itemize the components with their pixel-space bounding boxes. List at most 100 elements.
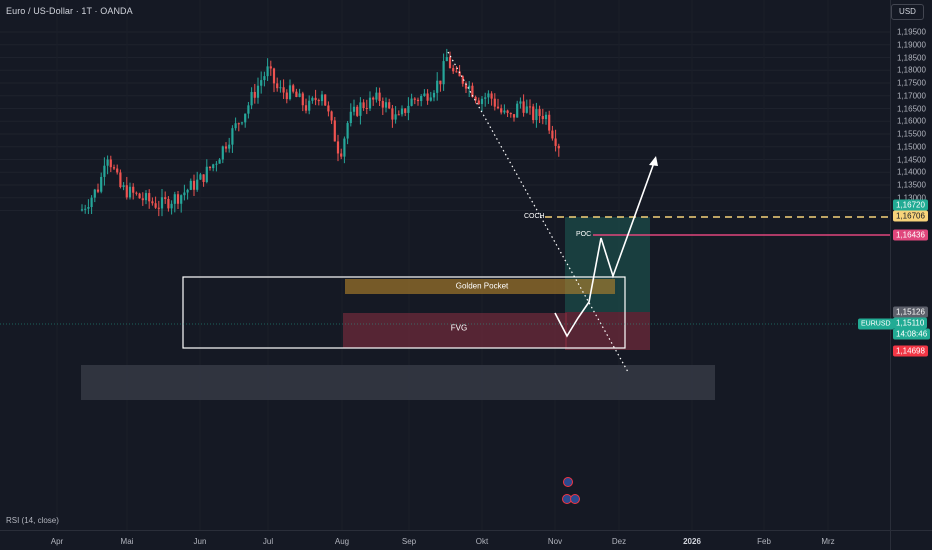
candle-body — [298, 93, 301, 97]
price-tick-label: 1,18500 — [897, 53, 926, 62]
candle-body — [484, 97, 487, 99]
candle-body — [346, 123, 349, 139]
candle-body — [311, 97, 314, 101]
candle-body — [359, 102, 362, 116]
candle-body — [442, 61, 445, 85]
flag-icon-secondary[interactable] — [570, 494, 580, 504]
candle-body — [525, 106, 528, 113]
candle-body — [538, 109, 541, 116]
candle-body — [173, 194, 176, 204]
candle-body — [375, 92, 378, 100]
candle-body — [541, 115, 544, 120]
time-tick-label: Apr — [50, 537, 64, 546]
candle-body — [458, 71, 461, 77]
time-tick-label: Jun — [193, 537, 207, 546]
price-tag-last-a: 1,15126 — [893, 306, 928, 318]
candle-body — [528, 106, 532, 108]
candle-body — [388, 102, 391, 109]
candle-body — [247, 105, 250, 114]
candle-body — [240, 122, 244, 124]
candle-body — [106, 159, 109, 166]
time-tick-label: Mai — [120, 537, 134, 546]
candle-body — [352, 106, 356, 112]
candle-body — [196, 179, 199, 190]
candle-body — [397, 114, 400, 116]
candle-body — [551, 130, 554, 139]
candle-body — [189, 180, 192, 190]
candle-body — [506, 110, 509, 113]
candle-body — [436, 80, 439, 93]
candle-body — [532, 106, 535, 121]
candle-body — [416, 99, 420, 102]
golden-pocket-zone — [345, 279, 615, 294]
symbol-title[interactable]: Euro / US-Dollar · 1T · OANDA — [6, 6, 133, 16]
candle-body — [215, 163, 218, 165]
price-tick-label: 1,13500 — [897, 180, 926, 190]
price-tick-label: 1,14500 — [897, 155, 926, 164]
currency-button[interactable]: USD — [891, 4, 924, 20]
candle-body — [148, 193, 151, 202]
time-tick-label: Sep — [401, 537, 417, 546]
candle-body — [154, 203, 157, 208]
candle-body — [112, 167, 116, 169]
candle-body — [237, 123, 240, 125]
price-tag-target-high: 1,16720 — [893, 199, 928, 211]
candle-body — [109, 159, 112, 168]
range-box — [182, 276, 626, 349]
time-tick-label: Nov — [547, 537, 563, 546]
candle-body — [192, 180, 196, 190]
candle-body — [256, 85, 260, 98]
candle-body — [429, 97, 432, 101]
candle-body — [464, 83, 468, 89]
candle-body — [340, 153, 343, 157]
candle-body — [285, 92, 288, 100]
price-tag-poc: 1,16436 — [893, 229, 928, 241]
event-icon[interactable] — [563, 477, 573, 487]
candle-body — [535, 109, 538, 121]
poc-label: POC — [576, 231, 592, 238]
time-tick-label: Aug — [334, 537, 350, 546]
candle-body — [477, 100, 480, 105]
rsi-indicator-label[interactable]: RSI (14, close) — [6, 516, 59, 525]
candle-body — [519, 101, 522, 104]
candle-body — [244, 113, 247, 123]
candle-body — [266, 66, 269, 77]
price-tag-dashed-level: 1,16706 — [893, 210, 928, 222]
candle-body — [480, 98, 484, 105]
candle-body — [400, 108, 404, 115]
price-tick-label: 1,15500 — [897, 129, 926, 139]
candle-body — [180, 195, 183, 204]
candle-body — [202, 174, 205, 183]
candle-body — [548, 114, 551, 131]
candle-body — [170, 203, 173, 209]
candle-body — [231, 128, 234, 145]
candle-body — [100, 176, 103, 192]
candle-body — [314, 97, 317, 101]
candle-body — [308, 100, 311, 111]
candle-body — [138, 193, 141, 199]
candle-body — [391, 108, 394, 120]
fvg-zone — [343, 313, 567, 348]
candle-body — [282, 87, 285, 93]
candle-body — [448, 57, 452, 69]
candle-body — [365, 107, 368, 109]
candle-body — [288, 85, 292, 100]
time-tick-label: Dez — [611, 537, 627, 546]
candle-body — [212, 164, 215, 169]
candle-body — [381, 100, 384, 108]
candle-body — [208, 166, 212, 169]
candle-body — [487, 93, 490, 98]
candle-body — [103, 165, 106, 177]
candle-body — [343, 138, 346, 157]
zones — [81, 217, 715, 400]
candle-body — [221, 146, 224, 160]
candle-body — [250, 91, 253, 106]
candle-body — [144, 193, 148, 201]
candle-body — [157, 207, 160, 209]
candle-body — [96, 189, 100, 192]
price-tick-label: 1,19500 — [897, 27, 926, 37]
candle-body — [493, 98, 496, 107]
candle-body — [125, 185, 128, 198]
